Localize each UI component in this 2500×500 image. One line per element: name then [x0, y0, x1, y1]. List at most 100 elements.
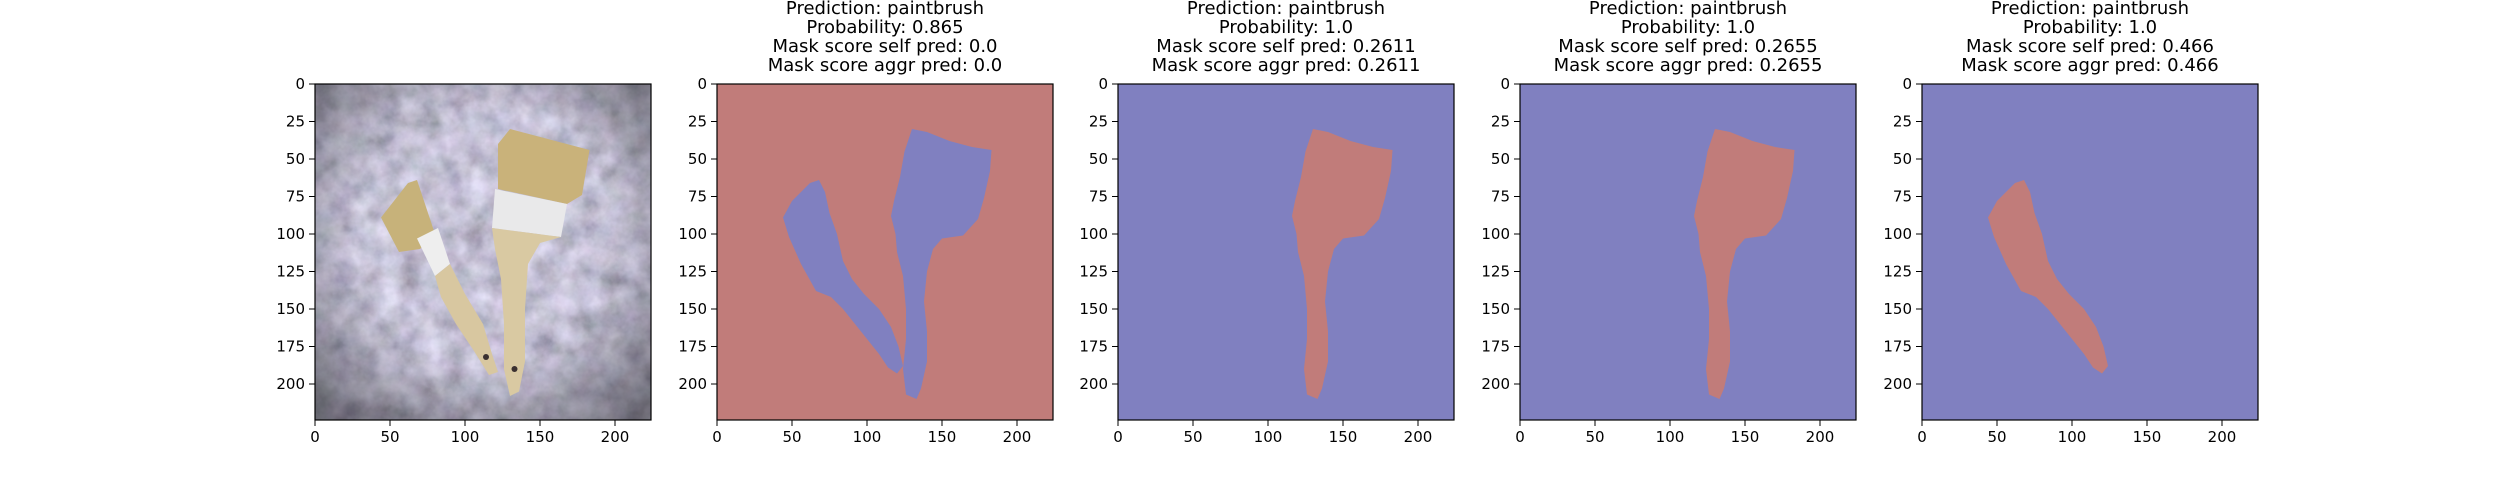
y-tick-label: 125 [678, 263, 707, 281]
small-brush-bristles [381, 180, 435, 252]
x-tick-label: 150 [1329, 428, 1358, 446]
panel-title-line: Prediction: paintbrush [1589, 0, 1787, 19]
panel-title-line: Mask score self pred: 0.2611 [1156, 36, 1415, 57]
small-brush-hole [483, 354, 489, 360]
y-tick-label: 175 [678, 338, 707, 356]
y-tick-label: 75 [1089, 188, 1108, 206]
y-tick-label: 175 [1883, 338, 1912, 356]
y-tick-label: 0 [697, 75, 707, 93]
mask-region-small-brush [783, 180, 903, 374]
x-tick-label: 100 [451, 428, 480, 446]
y-tick-label: 50 [688, 150, 707, 168]
panel-title-line: Probability: 0.865 [806, 17, 963, 38]
x-tick-label: 50 [1585, 428, 1604, 446]
mask-background [1922, 84, 2258, 420]
y-tick-label: 100 [1883, 225, 1912, 243]
y-tick-label: 50 [1491, 150, 1510, 168]
panel-title-line: Mask score aggr pred: 0.2611 [1152, 55, 1421, 76]
panel-title-line: Mask score self pred: 0.2655 [1558, 36, 1817, 57]
panel-title-line: Mask score self pred: 0.466 [1966, 36, 2214, 57]
plot-area [1118, 84, 1454, 420]
y-tick-label: 150 [1883, 300, 1912, 318]
x-tick-label: 150 [928, 428, 957, 446]
y-tick-label: 175 [1079, 338, 1108, 356]
panel-title-line: Probability: 1.0 [2023, 17, 2157, 38]
x-tick-label: 0 [1515, 428, 1525, 446]
small-brush-handle [435, 264, 498, 375]
y-tick-label: 125 [276, 263, 305, 281]
x-tick-label: 50 [380, 428, 399, 446]
y-tick-label: 0 [1098, 75, 1108, 93]
y-tick-label: 175 [276, 338, 305, 356]
plot-area [1520, 84, 1856, 420]
y-tick-label: 200 [1481, 375, 1510, 393]
y-tick-label: 25 [1089, 113, 1108, 131]
y-tick-label: 75 [1491, 188, 1510, 206]
y-tick-label: 0 [1500, 75, 1510, 93]
y-tick-label: 200 [678, 375, 707, 393]
panel-title-line: Probability: 1.0 [1621, 17, 1755, 38]
mask-region-large-brush [1694, 129, 1795, 399]
y-tick-label: 75 [1893, 188, 1912, 206]
x-tick-label: 100 [2058, 428, 2087, 446]
y-tick-label: 150 [276, 300, 305, 318]
x-tick-label: 150 [2133, 428, 2162, 446]
large-brush-handle [492, 228, 561, 396]
panel-title-line: Mask score self pred: 0.0 [772, 36, 997, 57]
x-tick-label: 100 [853, 428, 882, 446]
mask-background [717, 84, 1053, 420]
y-tick-label: 25 [1893, 113, 1912, 131]
plot-area [1922, 84, 2258, 420]
plot-area [717, 84, 1053, 420]
panel-title-line: Mask score aggr pred: 0.0 [768, 55, 1003, 76]
y-tick-label: 0 [295, 75, 305, 93]
x-tick-label: 100 [1656, 428, 1685, 446]
panel-title-line: Prediction: paintbrush [786, 0, 984, 19]
y-tick-label: 200 [276, 375, 305, 393]
x-tick-label: 200 [601, 428, 630, 446]
x-tick-label: 200 [1806, 428, 1835, 446]
large-brush-ferrule [492, 189, 567, 237]
y-tick-label: 75 [286, 188, 305, 206]
axes-frame [314, 83, 652, 421]
panel-title-line: Mask score aggr pred: 0.466 [1961, 55, 2218, 76]
y-tick-label: 50 [286, 150, 305, 168]
y-tick-label: 125 [1079, 263, 1108, 281]
x-tick-label: 0 [1917, 428, 1927, 446]
y-tick-label: 50 [1893, 150, 1912, 168]
vignette [315, 84, 651, 420]
y-tick-label: 100 [1481, 225, 1510, 243]
axes-frame [716, 83, 1054, 421]
x-tick-label: 200 [1003, 428, 1032, 446]
large-brush-hole [511, 366, 518, 372]
y-tick-label: 100 [276, 225, 305, 243]
x-tick-label: 0 [712, 428, 722, 446]
mask-background [1118, 84, 1454, 420]
y-tick-label: 100 [1079, 225, 1108, 243]
y-tick-label: 150 [1481, 300, 1510, 318]
x-tick-label: 0 [310, 428, 320, 446]
mask-region-large-brush [891, 129, 992, 399]
y-tick-label: 25 [1491, 113, 1510, 131]
y-tick-label: 125 [1883, 263, 1912, 281]
y-tick-label: 150 [1079, 300, 1108, 318]
mask-region-large-brush [1292, 129, 1393, 399]
y-tick-label: 100 [678, 225, 707, 243]
y-tick-label: 0 [1902, 75, 1912, 93]
y-tick-label: 50 [1089, 150, 1108, 168]
panel-title-line: Probability: 1.0 [1219, 17, 1353, 38]
plot-area [315, 84, 651, 420]
mask-background [1520, 84, 1856, 420]
small-brush-ferrule [417, 228, 450, 276]
x-tick-label: 200 [2208, 428, 2237, 446]
x-tick-label: 100 [1254, 428, 1283, 446]
axes-frame [1519, 83, 1857, 421]
y-tick-label: 125 [1481, 263, 1510, 281]
x-tick-label: 50 [1183, 428, 1202, 446]
y-tick-label: 150 [678, 300, 707, 318]
x-tick-label: 150 [1731, 428, 1760, 446]
x-tick-label: 0 [1113, 428, 1123, 446]
